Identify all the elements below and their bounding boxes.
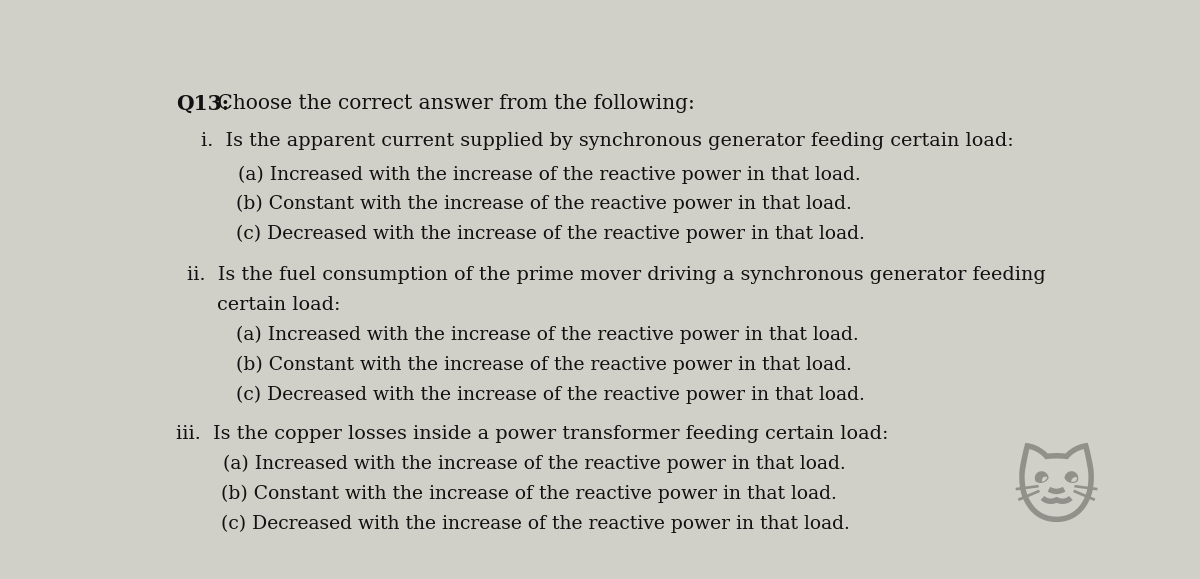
Text: (b) Constant with the increase of the reactive power in that load.: (b) Constant with the increase of the re…: [235, 195, 852, 214]
Text: (c) Decreased with the increase of the reactive power in that load.: (c) Decreased with the increase of the r…: [221, 515, 850, 533]
Text: certain load:: certain load:: [217, 295, 341, 313]
Text: (a) Increased with the increase of the reactive power in that load.: (a) Increased with the increase of the r…: [235, 326, 858, 344]
Text: i.  Is the apparent current supplied by synchronous generator feeding certain lo: i. Is the apparent current supplied by s…: [202, 132, 1014, 150]
Text: ii.  Is the fuel consumption of the prime mover driving a synchronous generator : ii. Is the fuel consumption of the prime…: [187, 266, 1046, 284]
Text: (b) Constant with the increase of the reactive power in that load.: (b) Constant with the increase of the re…: [221, 485, 836, 503]
Text: 🐱: 🐱: [1013, 452, 1099, 533]
Text: (c) Decreased with the increase of the reactive power in that load.: (c) Decreased with the increase of the r…: [235, 225, 864, 243]
Text: iii.  Is the copper losses inside a power transformer feeding certain load:: iii. Is the copper losses inside a power…: [176, 425, 888, 444]
Text: Q13:: Q13:: [176, 94, 229, 114]
Text: (a) Increased with the increase of the reactive power in that load.: (a) Increased with the increase of the r…: [239, 166, 862, 184]
Text: (b) Constant with the increase of the reactive power in that load.: (b) Constant with the increase of the re…: [235, 356, 852, 374]
Text: (a) Increased with the increase of the reactive power in that load.: (a) Increased with the increase of the r…: [223, 455, 846, 474]
Text: (c) Decreased with the increase of the reactive power in that load.: (c) Decreased with the increase of the r…: [235, 386, 864, 404]
Text: Choose the correct answer from the following:: Choose the correct answer from the follo…: [211, 94, 695, 113]
